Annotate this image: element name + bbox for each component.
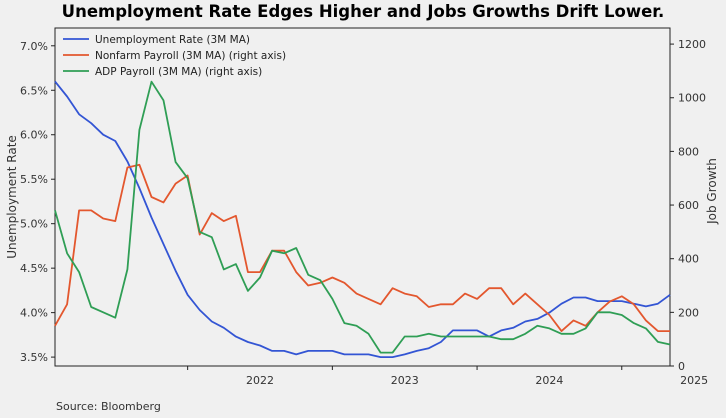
legend-label-3: ADP Payroll (3M MA) (right axis) (95, 66, 262, 78)
series-line-1 (54, 80, 671, 359)
source-note: Source: Bloomberg (56, 400, 161, 413)
y2-tick-label: 0 (678, 360, 685, 373)
y-tick-label: 6.5% (20, 84, 48, 97)
legend-label-2: Nonfarm Payroll (3M MA) (right axis) (95, 50, 286, 62)
legend-label-1: Unemployment Rate (3M MA) (95, 34, 250, 46)
plot-frame (54, 27, 671, 367)
series-line-2 (54, 163, 670, 333)
x-tick-label: 2022 (246, 374, 274, 387)
y-axis-label: Unemployment Rate (5, 135, 19, 259)
x-tick-label: 2025 (680, 374, 708, 387)
y-tick-label: 3.5% (20, 351, 48, 364)
y2-tick-label: 200 (678, 306, 699, 319)
y2-tick-label: 1200 (678, 38, 706, 51)
y-tick-label: 4.5% (20, 262, 48, 275)
y-tick-label: 6.0% (20, 129, 48, 142)
x-tick-label: 2023 (391, 374, 419, 387)
plot-area: 3.5% 4.0% 4.5% 5.0% 5.5% 6.0% 6.5% 7.0% 0 200 400 6… (5, 27, 719, 387)
series-line-3 (54, 80, 671, 354)
chart-title: Unemployment Rate Edges Higher and Jobs … (61, 2, 665, 21)
y-tick-label: 5.5% (20, 173, 48, 186)
y2-tick-label: 800 (678, 145, 699, 158)
y-tick-label: 5.0% (20, 218, 48, 231)
y2-tick-label: 1000 (678, 92, 706, 105)
y-tick-label: 4.0% (20, 307, 48, 320)
y2-axis-label: Job Growth (705, 158, 719, 225)
y-tick-label: 7.0% (20, 40, 48, 53)
y2-tick-label: 600 (678, 199, 699, 212)
y2-tick-label: 400 (678, 253, 699, 266)
x-tick-label: 2024 (535, 374, 563, 387)
